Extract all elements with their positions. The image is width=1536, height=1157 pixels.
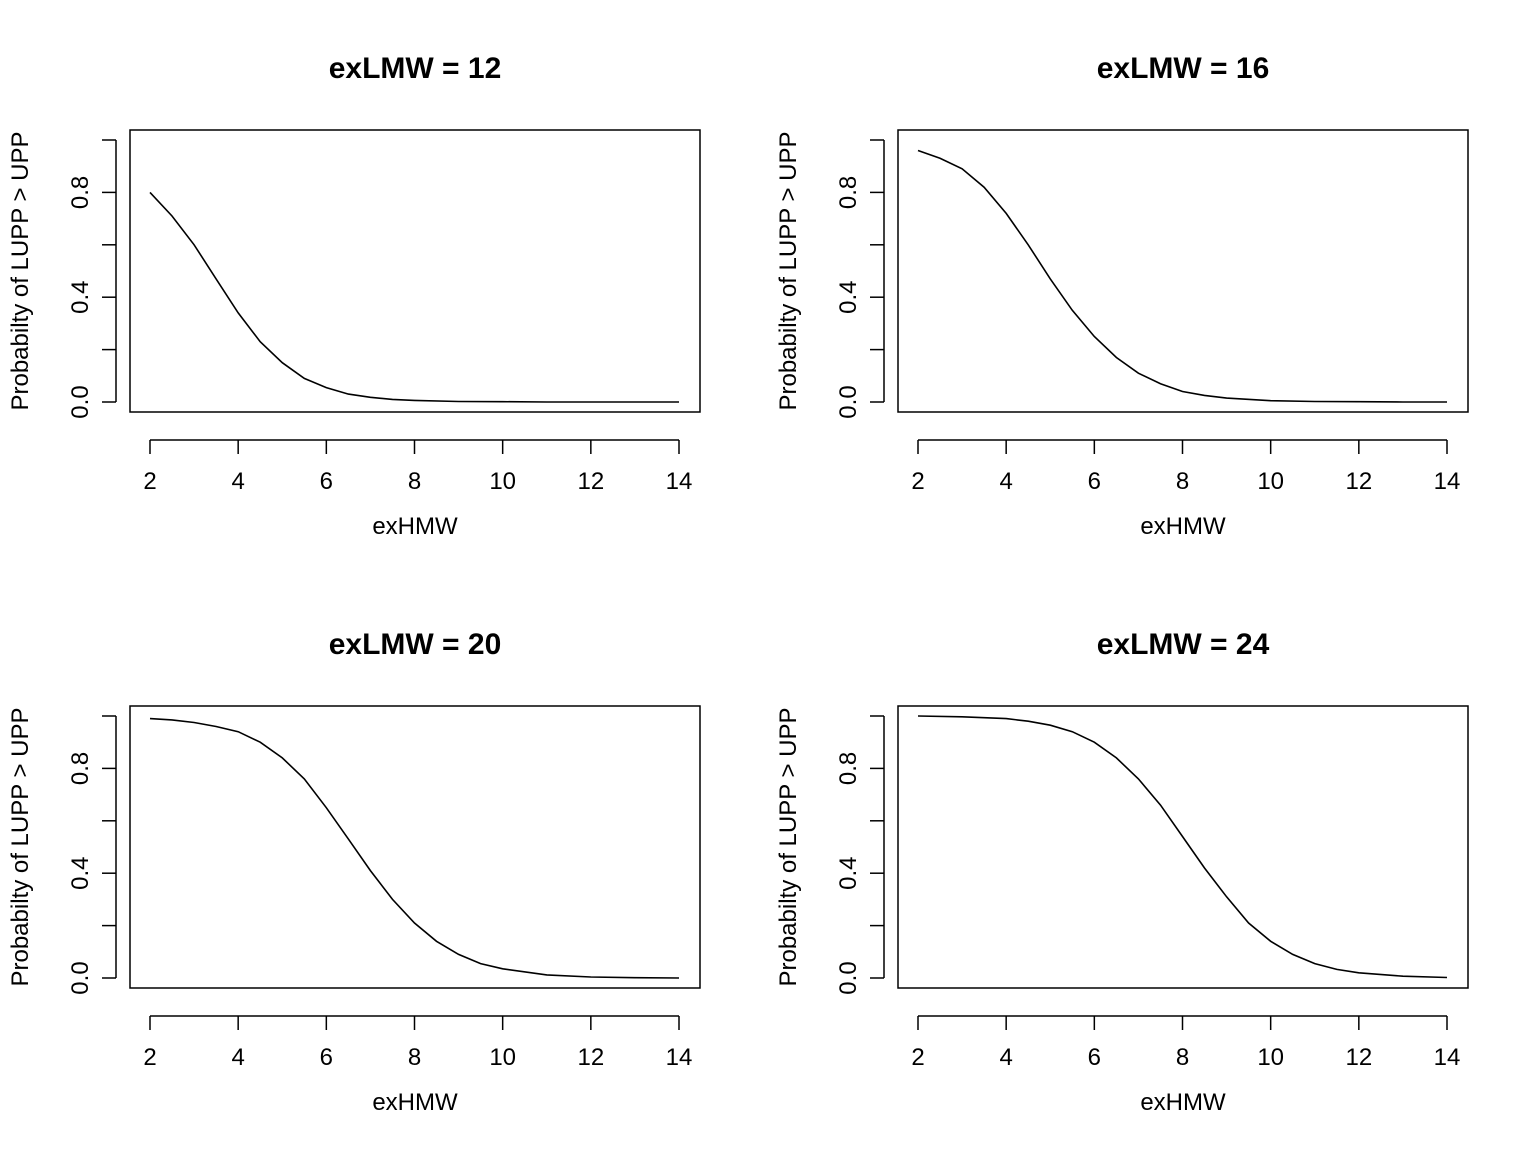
y-axis-label: Probabilty of LUPP > UPP	[7, 707, 34, 986]
y-axis-label: Probabilty of LUPP > UPP	[775, 707, 802, 986]
x-tick-label: 10	[489, 468, 516, 495]
panel-4: exLMW = 24 2 4 6 8 10 12 14 0.0 0.4 0.8 exHMW Probab…	[775, 628, 1469, 1116]
x-tick-label: 14	[666, 468, 693, 495]
x-tick-label: 8	[408, 1044, 421, 1071]
y-tick-label: 0.8	[67, 752, 94, 785]
x-tick-label: 4	[999, 1044, 1012, 1071]
panel-1: exLMW = 12 2 4 6 8 10 12 14 0.0 0.4 0.8 exHMW Probab…	[7, 52, 701, 540]
x-tick-label: 2	[911, 468, 924, 495]
x-axis-label: exHMW	[1140, 513, 1226, 540]
x-tick-label: 4	[231, 468, 244, 495]
y-tick-label: 0.4	[835, 857, 862, 890]
x-tick-label: 12	[577, 1044, 604, 1071]
x-tick-label: 2	[911, 1044, 924, 1071]
x-tick-label: 2	[143, 1044, 156, 1071]
x-tick-label: 12	[1345, 468, 1372, 495]
x-tick-label: 14	[666, 1044, 693, 1071]
x-tick-label: 6	[1088, 1044, 1101, 1071]
plot-frame	[129, 705, 701, 989]
y-tick-label: 0.4	[67, 281, 94, 314]
x-tick-label: 10	[1257, 1044, 1284, 1071]
y-tick-label: 0.0	[67, 385, 94, 418]
series-line	[149, 717, 680, 979]
panel-2: exLMW = 16 2 4 6 8 10 12 14 0.0 0.4 0.8 exHMW Probab…	[775, 52, 1469, 540]
x-tick-label: 10	[489, 1044, 516, 1071]
y-axis-label: Probabilty of LUPP > UPP	[7, 131, 34, 410]
x-axis-label: exHMW	[372, 1089, 458, 1116]
x-tick-label: 10	[1257, 468, 1284, 495]
y-tick-label: 0.0	[835, 961, 862, 994]
panel-3: exLMW = 20 2 4 6 8 10 12 14 0.0 0.4 0.8 exHMW Probab…	[7, 628, 701, 1116]
x-tick-label: 6	[320, 468, 333, 495]
x-tick-label: 4	[999, 468, 1012, 495]
series-line	[917, 149, 1447, 403]
x-tick-label: 2	[143, 468, 156, 495]
plot-frame	[897, 129, 1469, 413]
y-tick-label: 0.8	[67, 176, 94, 209]
panel-title: exLMW = 20	[329, 628, 502, 661]
panel-title: exLMW = 16	[1097, 52, 1270, 85]
y-tick-label: 0.0	[67, 961, 94, 994]
x-tick-label: 8	[408, 468, 421, 495]
plot-frame	[129, 129, 701, 413]
y-tick-label: 0.8	[835, 752, 862, 785]
plot-frame	[897, 705, 1469, 989]
x-tick-label: 14	[1434, 1044, 1461, 1071]
x-axis-label: exHMW	[1140, 1089, 1226, 1116]
series-line	[917, 715, 1448, 979]
x-axis-label: exHMW	[372, 513, 458, 540]
x-tick-label: 12	[1345, 1044, 1372, 1071]
y-axis-label: Probabilty of LUPP > UPP	[775, 131, 802, 410]
panel-title: exLMW = 12	[329, 52, 502, 85]
x-tick-label: 4	[231, 1044, 244, 1071]
x-tick-label: 6	[320, 1044, 333, 1071]
y-tick-label: 0.8	[835, 176, 862, 209]
panel-title: exLMW = 24	[1097, 628, 1270, 661]
y-tick-label: 0.4	[67, 857, 94, 890]
x-tick-label: 12	[577, 468, 604, 495]
series-line	[149, 191, 679, 403]
y-tick-label: 0.4	[835, 281, 862, 314]
x-tick-label: 8	[1176, 1044, 1189, 1071]
y-tick-label: 0.0	[835, 385, 862, 418]
x-tick-label: 8	[1176, 468, 1189, 495]
x-tick-label: 14	[1434, 468, 1461, 495]
x-tick-label: 6	[1088, 468, 1101, 495]
